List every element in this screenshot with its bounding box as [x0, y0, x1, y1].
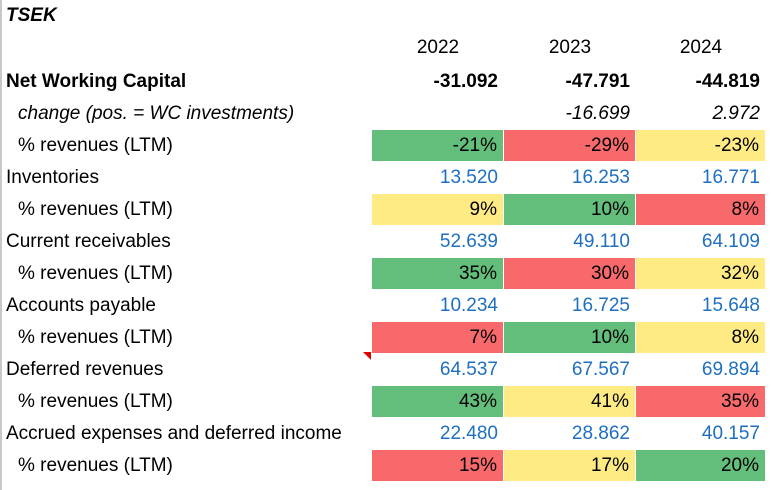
item-value-cell[interactable]: 49.110: [573, 231, 630, 252]
item-label[interactable]: Accrued expenses and deferred income: [6, 423, 342, 444]
pct-label[interactable]: % revenues (LTM): [18, 263, 173, 284]
change-value-cell[interactable]: -16.699: [565, 103, 630, 124]
nwc-label[interactable]: Net Working Capital: [6, 71, 187, 92]
item-value-cell[interactable]: 15.648: [701, 295, 760, 316]
pct-label[interactable]: % revenues (LTM): [18, 199, 173, 220]
nwc-value-cell[interactable]: -31.092: [433, 71, 498, 92]
accrued-expenses-pct-row: % revenues (LTM) 15% 17% 20%: [2, 450, 772, 482]
pct-cell[interactable]: 10%: [504, 322, 636, 354]
pct-cell[interactable]: 43%: [372, 386, 504, 418]
nwc-value-cell[interactable]: -44.819: [695, 71, 760, 92]
pct-cell[interactable]: 32%: [636, 258, 766, 290]
deferred-revenues-pct-row: % revenues (LTM) 43% 41% 35%: [2, 386, 772, 418]
year-cell[interactable]: 2024: [679, 37, 723, 58]
inventories-row: Inventories 13.520 16.253 16.771: [2, 162, 772, 194]
pct-label[interactable]: % revenues (LTM): [18, 455, 173, 476]
pct-cell[interactable]: -29%: [504, 130, 636, 162]
year-cell[interactable]: 2023: [548, 37, 592, 58]
pct-cell[interactable]: 20%: [636, 450, 766, 482]
sheet-left-border: [0, 0, 2, 490]
pct-label[interactable]: % revenues (LTM): [18, 391, 173, 412]
item-value-cell[interactable]: 40.157: [701, 423, 760, 444]
pct-cell[interactable]: 35%: [636, 386, 766, 418]
pct-cell[interactable]: -23%: [636, 130, 766, 162]
deferred-revenues-row: Deferred revenues 64.537 67.567 69.894: [2, 354, 772, 386]
item-value-cell[interactable]: 64.109: [701, 231, 760, 252]
nwc-pct-row: % revenues (LTM) -21% -29% -23%: [2, 130, 772, 162]
payables-pct-row: % revenues (LTM) 7% 10% 8%: [2, 322, 772, 354]
pct-cell[interactable]: 17%: [504, 450, 636, 482]
change-value-cell[interactable]: [372, 98, 504, 130]
pct-cell[interactable]: 35%: [372, 258, 504, 290]
item-value-cell[interactable]: 64.537: [439, 359, 498, 380]
pct-label[interactable]: % revenues (LTM): [18, 327, 173, 348]
change-value-cell[interactable]: 2.972: [712, 103, 760, 124]
inventories-pct-row: % revenues (LTM) 9% 10% 8%: [2, 194, 772, 226]
item-value-cell[interactable]: 16.725: [571, 295, 630, 316]
change-row: change (pos. = WC investments) -16.699 2…: [2, 98, 772, 130]
item-label[interactable]: Deferred revenues: [6, 359, 164, 380]
item-label[interactable]: Accounts payable: [6, 295, 156, 316]
pct-cell[interactable]: -21%: [372, 130, 504, 162]
nwc-value-cell[interactable]: -47.791: [565, 71, 630, 92]
item-value-cell[interactable]: 10.234: [439, 295, 498, 316]
comment-indicator-icon[interactable]: [363, 352, 371, 360]
item-value-cell[interactable]: 22.480: [439, 423, 498, 444]
pct-cell[interactable]: 30%: [504, 258, 636, 290]
item-value-cell[interactable]: 69.894: [701, 359, 760, 380]
item-value-cell[interactable]: 16.771: [701, 167, 760, 188]
item-value-cell[interactable]: 67.567: [571, 359, 630, 380]
item-label[interactable]: Inventories: [6, 167, 99, 188]
unit-label[interactable]: TSEK: [6, 5, 57, 26]
pct-cell[interactable]: 8%: [636, 194, 766, 226]
change-label[interactable]: change (pos. = WC investments): [18, 103, 295, 124]
pct-label[interactable]: % revenues (LTM): [18, 135, 173, 156]
item-value-cell[interactable]: 28.862: [571, 423, 630, 444]
year-header-row: 2022 2023 2024: [2, 32, 772, 64]
year-cell[interactable]: 2022: [416, 37, 460, 58]
accrued-expenses-row: Accrued expenses and deferred income 22.…: [2, 418, 772, 450]
nwc-row: Net Working Capital -31.092 -47.791 -44.…: [2, 66, 772, 98]
item-label[interactable]: Current receivables: [6, 231, 171, 252]
receivables-row: Current receivables 52.639 49.110 64.109: [2, 226, 772, 258]
pct-cell[interactable]: 15%: [372, 450, 504, 482]
item-value-cell[interactable]: 13.520: [439, 167, 498, 188]
pct-cell[interactable]: 10%: [504, 194, 636, 226]
item-value-cell[interactable]: 52.639: [439, 231, 498, 252]
unit-row: TSEK: [2, 0, 772, 32]
pct-cell[interactable]: 8%: [636, 322, 766, 354]
pct-cell[interactable]: 7%: [372, 322, 504, 354]
pct-cell[interactable]: 41%: [504, 386, 636, 418]
pct-cell[interactable]: 9%: [372, 194, 504, 226]
payables-row: Accounts payable 10.234 16.725 15.648: [2, 290, 772, 322]
item-value-cell[interactable]: 16.253: [571, 167, 630, 188]
receivables-pct-row: % revenues (LTM) 35% 30% 32%: [2, 258, 772, 290]
